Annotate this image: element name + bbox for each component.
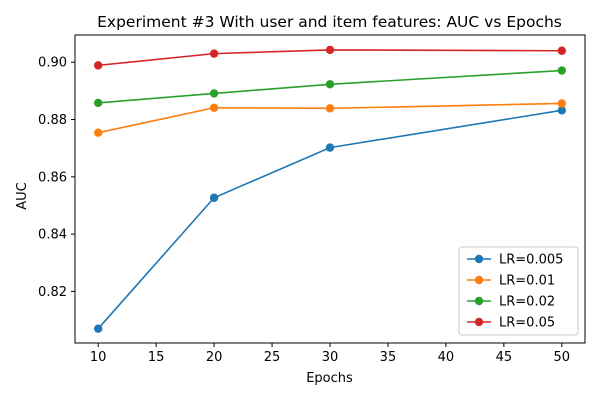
y-tick-label: 0.86 xyxy=(38,170,67,185)
x-tick-label: 20 xyxy=(206,350,223,365)
legend-entry-label: LR=0.01 xyxy=(499,274,555,289)
x-tick-label: 45 xyxy=(496,350,513,365)
data-point xyxy=(557,46,567,55)
x-tick-label: 15 xyxy=(148,350,165,365)
x-tick-label: 30 xyxy=(322,350,339,365)
x-tick-label: 25 xyxy=(264,350,281,365)
x-axis-label: Epochs xyxy=(306,371,353,386)
y-axis-label: AUC xyxy=(15,182,30,210)
data-point xyxy=(209,103,219,112)
data-point xyxy=(209,49,219,58)
data-point xyxy=(209,193,219,202)
legend-box xyxy=(458,246,579,336)
legend-swatch-marker xyxy=(474,254,484,264)
y-tick-label: 0.82 xyxy=(38,285,67,300)
data-point xyxy=(93,61,103,70)
data-point xyxy=(325,143,335,152)
x-tick-label: 40 xyxy=(438,350,455,365)
x-tick-label: 50 xyxy=(554,350,571,365)
data-point xyxy=(93,98,103,108)
data-point xyxy=(557,66,567,75)
chart-title: Experiment #3 With user and item feature… xyxy=(97,13,562,31)
series-line xyxy=(97,109,562,330)
legend-swatch-marker xyxy=(474,296,484,306)
data-point xyxy=(209,89,219,98)
legend-swatch-marker xyxy=(474,317,484,327)
data-point xyxy=(325,104,335,113)
legend-entry-label: LR=0.005 xyxy=(499,253,563,268)
legend-entry-label: LR=0.02 xyxy=(499,295,555,310)
series-line xyxy=(98,49,562,67)
series-line xyxy=(98,102,562,134)
plot-area: 10 15 20 25 30 35 40 45 50 0.82 0.84 0.86 0.88 0.90 xyxy=(38,34,586,365)
legend-entry-label: LR=0.05 xyxy=(499,316,555,331)
data-point xyxy=(325,45,335,55)
legend: LR=0.005 LR=0.01 LR=0.02 LR=0.05 xyxy=(458,246,579,336)
legend-swatch-marker xyxy=(474,275,484,285)
y-tick-label: 0.84 xyxy=(38,228,67,243)
data-point xyxy=(557,106,567,115)
data-point xyxy=(93,324,103,333)
series-line xyxy=(98,69,562,104)
y-tick-label: 0.88 xyxy=(38,113,67,128)
x-tick-label: 10 xyxy=(90,350,107,365)
data-point xyxy=(557,99,567,108)
data-point xyxy=(325,80,335,89)
x-tick-label: 35 xyxy=(380,350,397,365)
y-tick-label: 0.90 xyxy=(38,56,67,71)
data-point xyxy=(93,128,103,137)
